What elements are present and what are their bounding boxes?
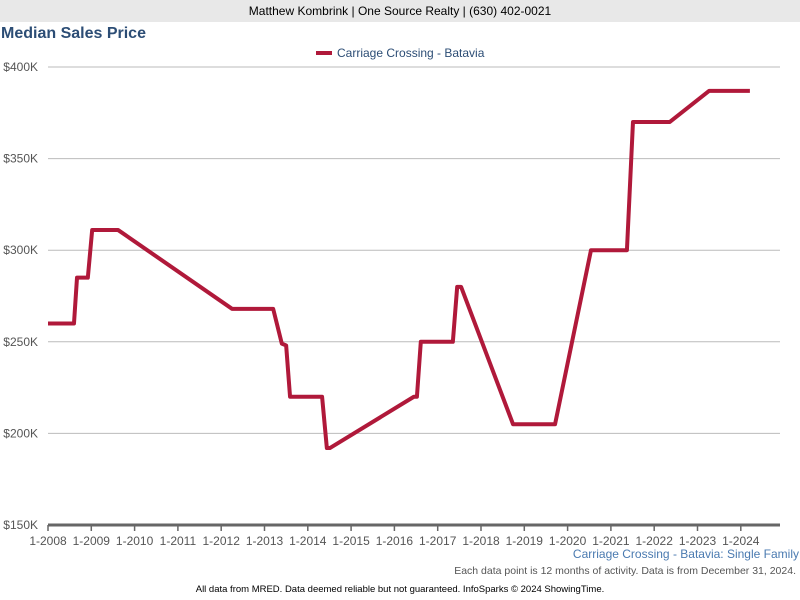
x-tick-label: 1-2015 (332, 534, 370, 548)
data-note: Each data point is 12 months of activity… (454, 565, 796, 577)
x-tick-label: 1-2018 (462, 534, 500, 548)
legend-label: Carriage Crossing - Batavia (337, 46, 485, 60)
legend-swatch (316, 51, 332, 55)
legend: Carriage Crossing - Batavia (316, 46, 484, 60)
x-tick-label: 1-2019 (506, 534, 544, 548)
y-tick-label: $150K (3, 518, 38, 532)
chart-title: Median Sales Price (1, 25, 146, 42)
x-tick-label: 1-2014 (289, 534, 327, 548)
x-tick-label: 1-2016 (376, 534, 414, 548)
x-tick-label: 1-2010 (116, 534, 154, 548)
x-tick-label: 1-2008 (29, 534, 67, 548)
source-label: Carriage Crossing - Batavia: Single Fami… (572, 547, 799, 561)
y-tick-label: $350K (3, 152, 38, 166)
series-line (48, 88, 750, 451)
y-tick-label: $200K (3, 426, 38, 440)
x-tick-label: 1-2009 (73, 534, 111, 548)
x-tick-label: 1-2023 (679, 534, 717, 548)
footer-disclaimer: All data from MRED. Data deemed reliable… (195, 584, 605, 595)
x-tick-label: 1-2020 (549, 534, 587, 548)
x-tick-label: 1-2021 (592, 534, 630, 548)
x-tick-label: 1-2013 (246, 534, 284, 548)
x-tick-label: 1-2024 (722, 534, 760, 548)
y-tick-label: $400K (3, 60, 38, 74)
x-tick-label: 1-2017 (419, 534, 457, 548)
y-tick-label: $300K (3, 243, 38, 257)
agent-header: Matthew Kombrink | One Source Realty | (… (0, 0, 800, 22)
x-tick-label: 1-2011 (160, 534, 197, 548)
x-tick-label: 1-2022 (636, 534, 674, 548)
y-tick-label: $250K (3, 335, 38, 349)
x-tick-label: 1-2012 (203, 534, 241, 548)
